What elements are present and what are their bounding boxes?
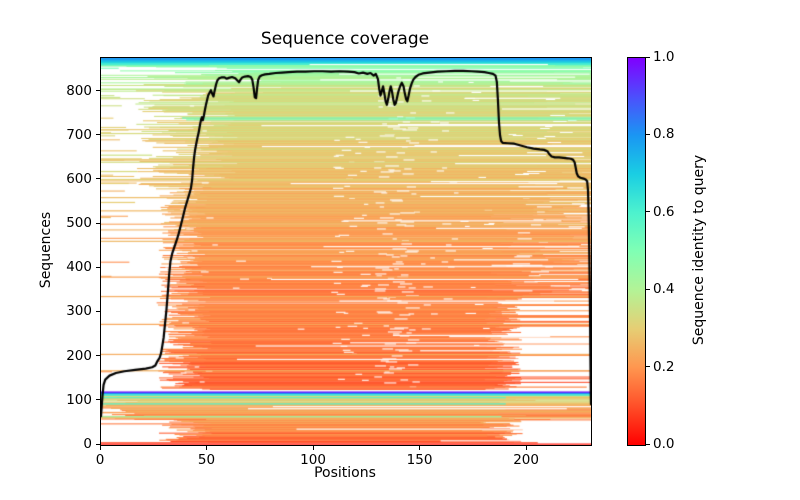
colorbar [627,57,646,446]
plot-title: Sequence coverage [260,29,430,49]
colorbar-tick-mark [646,56,650,58]
y-tick-label: 100 [66,391,92,408]
colorbar-tick-label: 0.8 [653,126,675,143]
y-tick-label: 800 [66,82,92,99]
colorbar-tick-label: 0.2 [653,358,675,375]
y-tick-mark [96,134,100,136]
y-tick-mark [96,90,100,92]
y-tick-mark [96,399,100,401]
y-tick-mark [96,443,100,445]
x-tick-mark [525,446,527,450]
y-tick-label: 600 [66,170,92,187]
y-tick-mark [96,266,100,268]
colorbar-label: Sequence identity to query [691,154,707,346]
x-tick-mark [312,446,314,450]
x-axis-label: Positions [314,465,376,481]
colorbar-tick-label: 1.0 [653,49,675,65]
x-tick-label: 50 [197,452,216,468]
y-tick-label: 300 [66,303,92,320]
y-tick-label: 700 [66,126,92,143]
colorbar-tick-mark [646,443,650,445]
x-tick-mark [99,446,101,450]
colorbar-tick-mark [646,288,650,290]
y-tick-label: 400 [66,259,92,276]
x-tick-label: 200 [513,452,539,468]
colorbar-tick-mark [646,366,650,368]
x-tick-label: 150 [406,452,433,468]
y-tick-mark [96,355,100,357]
colorbar-tick-label: 0.6 [653,203,675,220]
y-tick-mark [96,310,100,312]
x-tick-mark [419,446,421,450]
colorbar-tick-mark [646,133,650,135]
x-tick-label: 100 [300,452,326,468]
y-tick-label: 0 [83,436,92,452]
y-tick-label: 500 [66,215,92,232]
x-tick-mark [206,446,208,450]
y-axis-label: Sequences [38,211,54,289]
colorbar-tick-mark [646,211,650,213]
y-tick-label: 200 [66,347,92,364]
colorbar-tick-label: 0.0 [653,436,675,452]
y-tick-mark [96,178,100,180]
x-tick-label: 0 [95,452,105,468]
msa-coverage-canvas [101,58,591,445]
y-tick-mark [96,222,100,224]
plot-area [100,57,592,446]
colorbar-tick-label: 0.4 [653,281,675,298]
